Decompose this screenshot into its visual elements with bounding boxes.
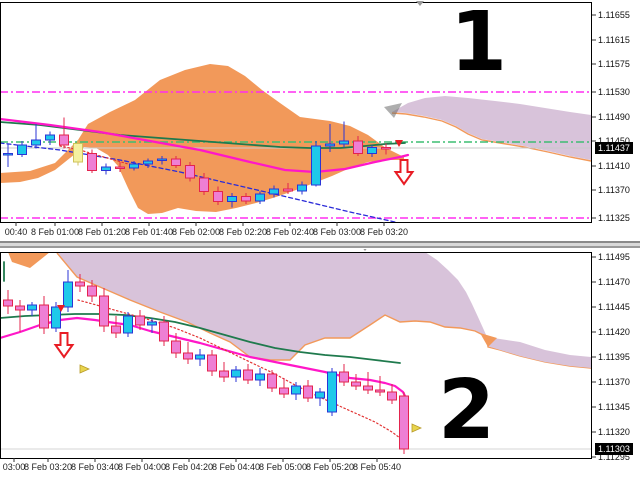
ichimoku-cloud-kumo-twist [384, 103, 402, 118]
ichimoku-cloud-kumo-twist [480, 333, 497, 347]
candle [255, 193, 265, 202]
kijun-line [0, 313, 401, 364]
candle [171, 340, 181, 354]
candle [231, 369, 241, 378]
candle [269, 188, 279, 195]
candle [123, 315, 133, 334]
candle [17, 144, 27, 156]
candle [183, 352, 193, 360]
candle [143, 160, 153, 165]
candle [159, 321, 169, 342]
cloud-border-kumo-down [391, 112, 592, 162]
candle [3, 152, 13, 156]
candle [87, 285, 97, 297]
candle [111, 325, 121, 334]
candle [195, 354, 205, 360]
candle [315, 391, 325, 399]
candle [387, 391, 397, 401]
panel-2-border [0, 252, 592, 459]
candle [115, 166, 125, 169]
candle [99, 295, 109, 327]
candle [325, 143, 335, 147]
trend-dashed-blue [0, 142, 396, 223]
candle [157, 158, 167, 162]
yellow-dart-marker-icon [411, 423, 422, 433]
fast-ma-line [0, 117, 410, 174]
candle [381, 146, 391, 150]
candle [101, 166, 111, 172]
candle [367, 146, 377, 155]
sell-signal-arrow[interactable] [393, 159, 415, 186]
ichimoku-cloud-kumo-down [392, 96, 591, 160]
candle [63, 281, 73, 308]
candle [3, 299, 13, 307]
candle [129, 163, 139, 169]
candle [75, 281, 85, 287]
candle [27, 304, 37, 311]
candle [399, 395, 409, 450]
candle [339, 371, 349, 383]
ichimoku-cloud-kumo-down-right [487, 337, 591, 368]
ichimoku-cloud-kumo-down [57, 252, 487, 360]
candle [51, 306, 61, 329]
annotation-number-2[interactable]: 2 [438, 363, 496, 458]
ichimoku-cloud-kumo-up [0, 64, 404, 214]
annotation-number-1[interactable]: 1 [450, 0, 508, 90]
cloud-border-kumo-down [56, 252, 592, 369]
candle [327, 371, 337, 413]
candle [353, 140, 363, 154]
candle [267, 373, 277, 389]
fast-ma-line [0, 316, 409, 402]
candle [135, 315, 145, 326]
scroll-anchor-icon [416, 1, 424, 6]
candle [199, 177, 209, 192]
candle [213, 191, 223, 202]
candle [241, 196, 251, 202]
candle [303, 385, 313, 399]
candle [363, 385, 373, 391]
candle [351, 381, 361, 387]
candle [171, 158, 181, 167]
candle [243, 369, 253, 381]
candle [45, 134, 55, 141]
candle [87, 152, 97, 172]
sell-signal-arrow[interactable] [53, 332, 75, 359]
candle [279, 387, 289, 395]
red-dart-marker-icon [395, 140, 403, 147]
candle [255, 373, 265, 381]
candle [39, 304, 49, 329]
candle [291, 385, 301, 395]
candle [31, 139, 41, 146]
candle [207, 354, 217, 372]
panel-1-border [0, 2, 592, 223]
red-dart-marker-icon [57, 305, 65, 312]
candle [219, 370, 229, 378]
candle [227, 196, 237, 202]
candle [73, 143, 83, 163]
candle [283, 188, 293, 192]
candle [297, 184, 307, 192]
candle [59, 134, 69, 146]
panel-splitter[interactable] [0, 240, 640, 249]
candle [185, 165, 195, 179]
candle [311, 145, 321, 186]
candle [339, 140, 349, 145]
ichimoku-cloud-kumo-up-edge [8, 252, 50, 268]
candle [147, 321, 157, 326]
yellow-dart-marker-icon [79, 364, 90, 374]
candle [375, 389, 385, 393]
candle [15, 305, 25, 311]
